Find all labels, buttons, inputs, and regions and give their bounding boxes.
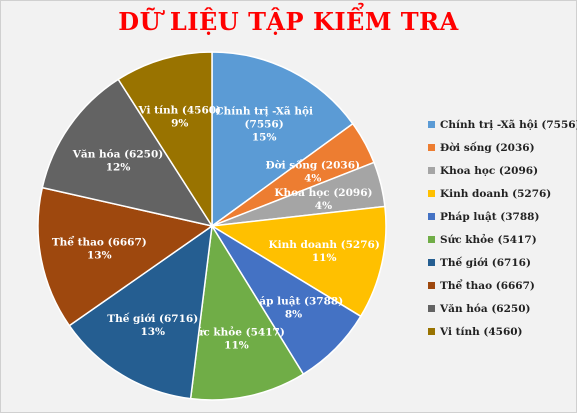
legend-item-doi-song-2036: Đời sống (2036) <box>428 136 574 159</box>
legend-label: Kinh doanh (5276) <box>440 187 552 200</box>
data-label-phap-luat-3788: Pháp luật (3788) 8% <box>244 294 343 320</box>
legend-item-kinh-doanh-5276: Kinh doanh (5276) <box>428 182 574 205</box>
data-label-van-hoa-6250: Văn hóa (6250) 12% <box>72 149 164 174</box>
legend-swatch <box>428 121 435 128</box>
pie-slice-vi-tinh-4560 <box>117 51 213 229</box>
legend-item-van-hoa-6250: Văn hóa (6250) <box>428 297 574 320</box>
data-label-suc-khoe-5417: Sức khỏe (5417) 11% <box>188 326 285 352</box>
legend-label: Văn hóa (6250) <box>440 302 531 315</box>
legend-swatch <box>428 236 435 243</box>
legend-item-phap-luat-3788: Pháp luật (3788) <box>428 205 574 228</box>
legend-swatch <box>428 167 435 174</box>
legend-item-vi-tinh-4560: Vi tính (4560) <box>428 320 574 343</box>
legend-label: Thế giới (6716) <box>440 256 531 269</box>
data-label-kinh-doanh-5276: Kinh doanh (5276) 11% <box>269 239 380 264</box>
legend-item-suc-khoe-5417: Sức khỏe (5417) <box>428 228 574 251</box>
pie-slice-van-hoa-6250 <box>41 78 214 228</box>
legend-item-the-thao-6667: Thể thao (6667) <box>428 274 574 297</box>
legend-swatch <box>428 213 435 220</box>
chart-legend: Chính trị -Xã hội (7556) Đời sống (2036) K… <box>428 113 577 343</box>
legend-label: Chính trị -Xã hội (7556) <box>440 118 577 131</box>
data-label-the-thao-6667: Thể thao (6667) 13% <box>52 235 147 262</box>
legend-swatch <box>428 190 435 197</box>
pie-slice-kinh-doanh-5276 <box>209 205 387 318</box>
pie-slice-the-thao-6667 <box>37 186 214 327</box>
pie-slice-the-gioi-6716 <box>68 224 213 400</box>
legend-swatch <box>428 328 435 335</box>
legend-label: Sức khỏe (5417) <box>440 233 537 246</box>
legend-label: Pháp luật (3788) <box>440 210 540 223</box>
data-label-khoa-hoc-2096: Khoa học (2096) 4% <box>274 187 372 212</box>
legend-item-chinh-tri-xa-hoi-7556: Chính trị -Xã hội (7556) <box>428 113 577 136</box>
legend-item-khoa-hoc-2096: Khoa học (2096) <box>428 159 574 182</box>
data-label-the-gioi-6716: Thế giới (6716) 13% <box>107 312 198 338</box>
pie-slice-suc-khoe-5417 <box>189 223 305 401</box>
data-label-chinh-tri-xa-hoi-7556: Chính trị -Xã hội (7556) 15% <box>215 105 313 144</box>
legend-swatch <box>428 282 435 289</box>
legend-label: Vi tính (4560) <box>440 325 523 338</box>
data-label-vi-tinh-4560: Vi tính (4560) 9% <box>138 104 222 129</box>
pie-slice-chinh-tri-xa-hoi-7556 <box>211 51 354 228</box>
legend-label: Đời sống (2036) <box>440 141 535 154</box>
legend-label: Thể thao (6667) <box>440 279 535 292</box>
legend-swatch <box>428 259 435 266</box>
legend-label: Khoa học (2096) <box>440 164 539 177</box>
data-label-doi-song-2036: Đời sống (2036) 4% <box>265 158 360 184</box>
legend-swatch <box>428 305 435 312</box>
legend-item-the-gioi-6716: Thế giới (6716) <box>428 251 574 274</box>
chart-title: DỮ LIỆU TẬP KIỂM TRA <box>118 7 459 36</box>
legend-swatch <box>428 144 435 151</box>
